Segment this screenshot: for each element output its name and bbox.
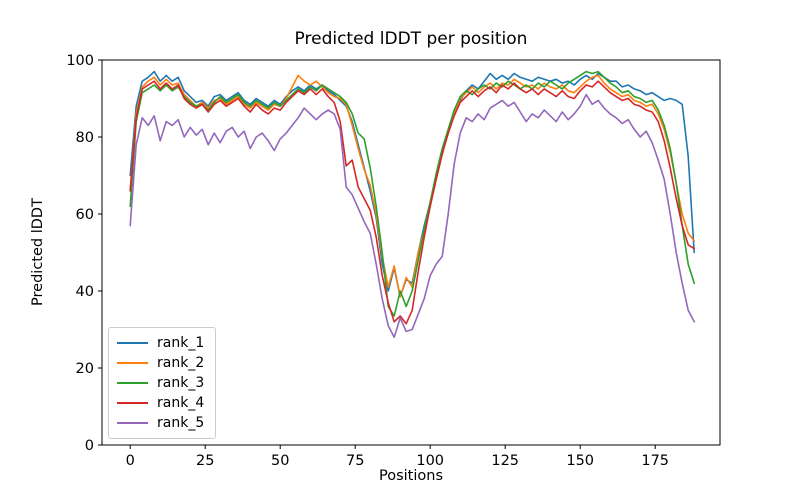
- series-line-rank_3: [129, 70, 696, 317]
- legend: rank_1 rank_2 rank_3 rank_4 rank_5: [108, 327, 216, 439]
- x-tick-label: 0: [126, 453, 135, 469]
- chart-title: Predicted lDDT per position: [294, 29, 528, 49]
- series-line-rank_4: [129, 80, 696, 325]
- x-tick-label: 150: [566, 453, 594, 469]
- x-axis-label: Positions: [378, 468, 443, 484]
- legend-line-sample: [117, 422, 148, 424]
- y-tick-label: 100: [66, 53, 94, 69]
- legend-label: rank_2: [157, 355, 205, 371]
- x-tick-label: 125: [491, 453, 519, 469]
- y-tick-label: 40: [76, 284, 94, 300]
- legend-label: rank_4: [157, 395, 205, 411]
- x-tick-label: 175: [641, 453, 669, 469]
- y-tick-label: 20: [76, 361, 94, 377]
- y-tick-label: 80: [76, 130, 94, 146]
- legend-item-rank_4: rank_4: [117, 393, 205, 413]
- x-tick-label: 50: [271, 453, 289, 469]
- legend-line-sample: [117, 382, 148, 384]
- axes-spines: [101, 59, 721, 446]
- y-tick-label: 60: [76, 207, 94, 223]
- legend-line-sample: [117, 402, 148, 404]
- x-tick-label: 75: [346, 453, 364, 469]
- legend-item-rank_3: rank_3: [117, 373, 205, 393]
- series-line-rank_5: [129, 93, 696, 339]
- legend-item-rank_2: rank_2: [117, 353, 205, 373]
- series-line-rank_2: [129, 74, 696, 298]
- legend-label: rank_5: [157, 415, 205, 431]
- x-tick-label: 100: [416, 453, 444, 469]
- legend-item-rank_5: rank_5: [117, 413, 205, 433]
- legend-line-sample: [117, 362, 148, 364]
- legend-line-sample: [117, 342, 148, 344]
- legend-label: rank_1: [157, 335, 205, 351]
- series-line-rank_1: [129, 70, 696, 298]
- legend-label: rank_3: [157, 375, 205, 391]
- x-tick-label: 25: [196, 453, 214, 469]
- legend-item-rank_1: rank_1: [117, 333, 205, 353]
- y-tick-label: 0: [85, 438, 94, 454]
